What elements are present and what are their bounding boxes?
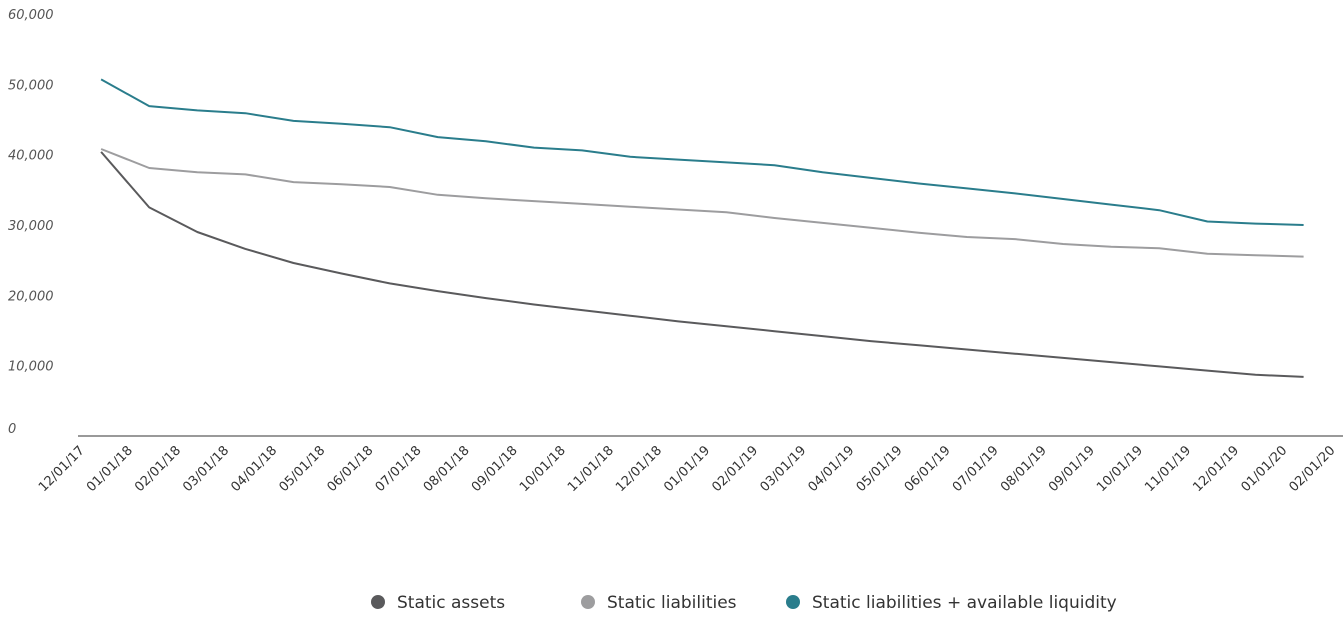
legend-label: Static assets <box>397 593 505 613</box>
y-tick-label: 40,000 <box>8 149 54 164</box>
x-tick-label: 08/01/18 <box>421 443 473 495</box>
y-tick-label: 50,000 <box>8 78 54 93</box>
y-axis-ticks: 0 10,000 20,000 30,000 40,000 50,000 60,000 <box>8 8 54 437</box>
series-lines <box>100 78 1304 378</box>
legend-label: Static liabilities <box>607 593 737 613</box>
x-tick-label: 01/01/20 <box>1238 443 1290 495</box>
y-tick-label: 20,000 <box>8 289 54 304</box>
legend-label: Static liabilities + available liquidity <box>812 593 1117 613</box>
x-tick-label: 06/01/18 <box>325 443 377 495</box>
y-tick-label: 60,000 <box>8 8 54 23</box>
x-tick-label: 01/01/19 <box>661 443 713 495</box>
x-tick-label: 01/01/18 <box>84 443 136 495</box>
x-tick-label: 09/01/19 <box>1046 443 1098 495</box>
y-tick-label: 10,000 <box>8 360 54 375</box>
x-tick-label: 04/01/18 <box>228 443 280 495</box>
x-tick-label: 03/01/18 <box>180 443 232 495</box>
x-tick-label: 12/01/19 <box>1190 443 1242 495</box>
x-tick-label: 04/01/19 <box>806 443 858 495</box>
y-tick-label: 0 <box>8 422 16 437</box>
x-tick-label: 03/01/19 <box>757 443 809 495</box>
y-tick-label: 30,000 <box>8 219 54 234</box>
x-tick-label: 11/01/18 <box>565 443 617 495</box>
legend-marker <box>786 595 800 609</box>
x-tick-label: 06/01/19 <box>902 443 954 495</box>
x-tick-label: 10/01/18 <box>517 443 569 495</box>
x-tick-label: 08/01/19 <box>998 443 1050 495</box>
legend-marker <box>371 595 385 609</box>
x-tick-label: 07/01/18 <box>373 443 425 495</box>
x-tick-label: 11/01/19 <box>1142 443 1194 495</box>
series-line-3 <box>100 78 1304 226</box>
x-tick-label: 07/01/19 <box>950 443 1002 495</box>
x-tick-label: 12/01/17 <box>36 443 88 495</box>
x-tick-label: 09/01/18 <box>469 443 521 495</box>
series-line-1 <box>100 151 1304 378</box>
x-tick-label: 12/01/18 <box>613 443 665 495</box>
series-line-2 <box>100 148 1304 258</box>
x-tick-label: 05/01/19 <box>854 443 906 495</box>
legend-marker <box>581 595 595 609</box>
x-tick-label: 02/01/18 <box>132 443 184 495</box>
x-tick-label: 02/01/19 <box>709 443 761 495</box>
legend: Static assets Static liabilities Static li… <box>371 593 1117 613</box>
x-tick-label: 10/01/19 <box>1094 443 1146 495</box>
x-axis-ticks: 12/01/1701/01/1802/01/1803/01/1804/01/18… <box>36 443 1338 495</box>
x-tick-label: 05/01/18 <box>276 443 328 495</box>
x-tick-label: 02/01/20 <box>1287 443 1339 495</box>
